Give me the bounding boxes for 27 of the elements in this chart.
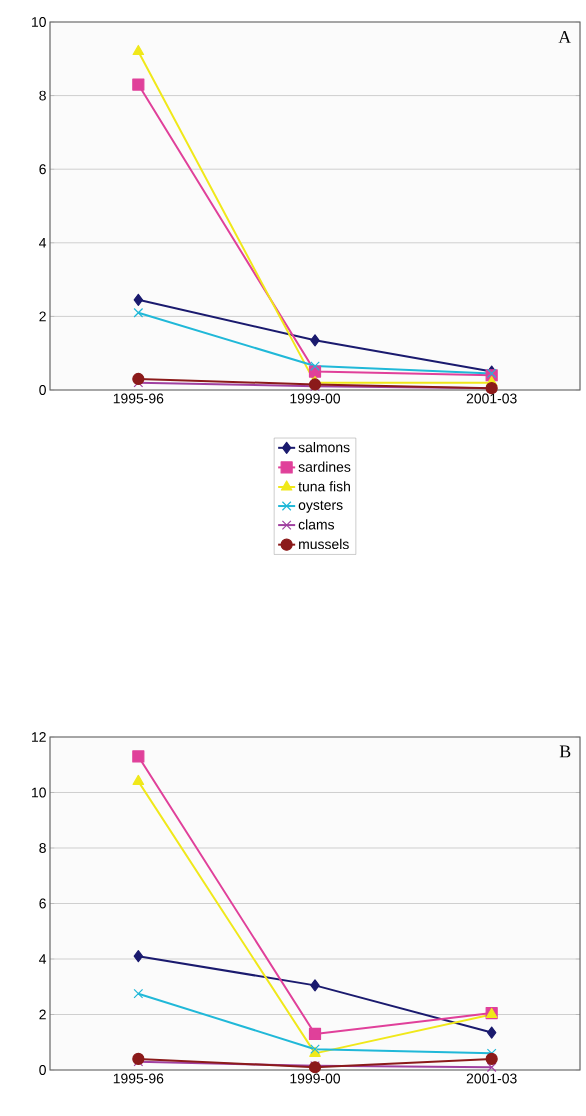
y-tick-label: 6: [39, 898, 46, 909]
y-tick-label: 2: [39, 311, 46, 322]
y-tick-label: 4: [39, 238, 47, 248]
legend-label: oysters: [298, 500, 343, 513]
x-tick-label: 2001-03: [466, 1073, 517, 1084]
y-tick-label: 4: [39, 954, 47, 964]
y-tick-label: 10: [32, 787, 46, 798]
x-tick-label: 1999-00: [290, 393, 341, 404]
annotation: B: [559, 745, 571, 758]
legend-label: sardines: [298, 461, 351, 472]
legend-label: mussels: [299, 538, 349, 550]
x-tick-label: 1995-96: [113, 1073, 164, 1084]
x-tick-label: 1999-00: [290, 1073, 341, 1084]
annotation: A: [558, 31, 572, 43]
x-tick-label: 2001-03: [466, 393, 517, 404]
y-tick-label: 2: [39, 1009, 46, 1020]
y-tick-label: 0: [39, 385, 46, 395]
y-tick-label: 12: [32, 732, 46, 742]
y-tick-label: 8: [39, 843, 46, 853]
x-tick-label: 1995-96: [113, 393, 164, 404]
legend-label: clams: [298, 519, 335, 530]
y-tick-label: 0: [39, 1065, 46, 1075]
legend-label: tuna fish: [298, 481, 350, 492]
y-tick-label: 6: [39, 164, 46, 175]
y-tick-label: 10: [32, 17, 46, 27]
y-tick-label: 8: [39, 90, 46, 101]
legend-label: salmons: [298, 442, 350, 453]
